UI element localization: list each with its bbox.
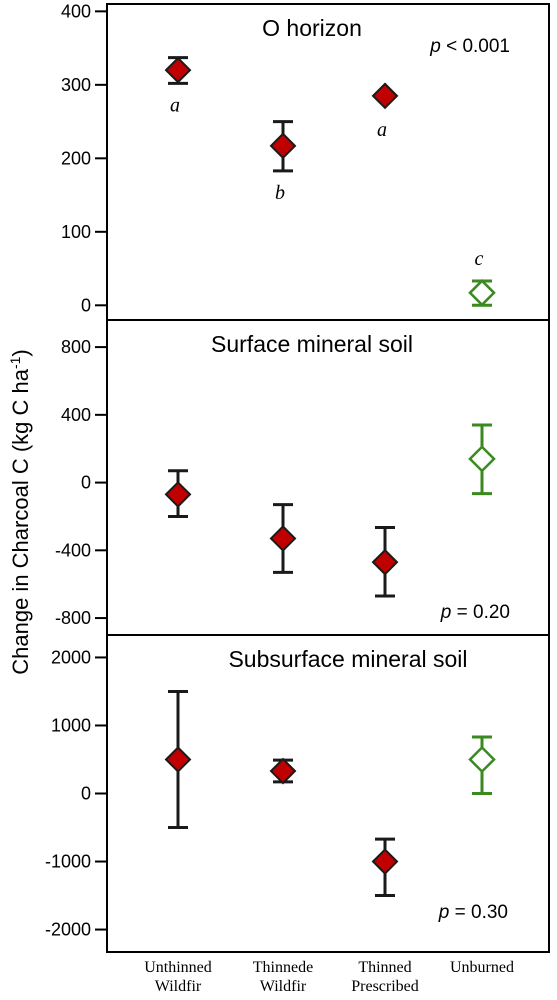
significance-letter: a	[377, 119, 387, 141]
y-tick-label: 1000	[51, 715, 91, 735]
x-category-line: Unthinned	[144, 959, 212, 976]
x-category-line: Unburned	[450, 959, 514, 976]
data-point-4	[468, 423, 496, 496]
y-tick-label: -800	[55, 608, 91, 628]
y-tick-label: 2000	[51, 647, 91, 667]
y-axis-label-close: )	[8, 349, 33, 356]
panel-title: O horizon	[262, 15, 362, 41]
open-diamond-marker	[468, 445, 496, 473]
p-text: = 0.30	[449, 902, 508, 923]
filled-diamond-marker	[371, 82, 399, 110]
data-point-2: b	[269, 120, 297, 204]
filled-diamond-marker	[164, 746, 192, 773]
y-tick-label: -1000	[45, 852, 91, 872]
filled-diamond-marker	[164, 481, 192, 508]
y-tick-label: 300	[61, 75, 91, 95]
x-category-line: Prescribed	[351, 978, 419, 995]
data-point-1	[164, 469, 192, 518]
x-category-line: Thinnede	[253, 959, 313, 976]
data-point-4	[468, 735, 496, 795]
x-category-line: Wildfir	[260, 978, 307, 995]
x-category-label: Thinned Prescribed	[351, 959, 419, 995]
y-tick-label: 800	[61, 337, 91, 357]
open-diamond-marker	[468, 279, 496, 307]
data-point-3	[371, 837, 399, 898]
x-category-label: Unthinned Wildfir	[144, 959, 212, 995]
p-value: p < 0.001	[429, 36, 510, 57]
open-diamond-marker	[468, 745, 496, 774]
filled-diamond-marker	[269, 132, 297, 160]
y-tick-label: 400	[61, 1, 91, 21]
significance-letter: c	[475, 248, 484, 270]
p-symbol: p	[429, 36, 441, 57]
panel-title: Subsurface mineral soil	[228, 646, 467, 672]
data-point-3	[371, 525, 399, 598]
y-tick-label: 200	[61, 148, 91, 168]
y-tick-label: 400	[61, 405, 91, 425]
x-category-line: Thinned	[358, 959, 411, 976]
filled-diamond-marker	[269, 525, 297, 552]
significance-letter: b	[275, 182, 285, 204]
panel-3: -2000 -1000 0 1000 2000 Subsurface mineral so…	[45, 634, 550, 953]
p-symbol: p	[438, 902, 450, 923]
filled-diamond-marker	[371, 548, 399, 576]
y-tick-label: 100	[61, 222, 91, 242]
x-category-label: Thinnede Wildfir	[253, 959, 313, 995]
y-tick-label: 0	[81, 784, 91, 804]
data-point-2	[269, 503, 297, 574]
p-symbol: p	[440, 602, 452, 623]
y-axis-label-main: Change in Charcoal C (kg C ha	[8, 368, 33, 674]
data-point-1: a	[164, 56, 192, 116]
y-tick-label: 0	[81, 473, 91, 493]
y-tick-label: -400	[55, 540, 91, 560]
data-point-4: c	[468, 248, 496, 307]
y-tick-label: 0	[81, 295, 91, 315]
data-point-3: a	[371, 82, 399, 141]
significance-letter: a	[170, 94, 180, 116]
data-point-2	[269, 757, 297, 785]
filled-diamond-marker	[371, 848, 399, 875]
y-tick-label: -2000	[45, 920, 91, 940]
panel-1: 0 100 200 300 400 O horizon p < 0.001 a b a c	[61, 1, 550, 321]
y-axis-label: Change in Charcoal C (kg C ha-1)	[7, 349, 33, 675]
p-value: p = 0.30	[438, 902, 508, 923]
data-point-1	[164, 689, 192, 830]
filled-diamond-marker	[269, 757, 297, 785]
panel-title: Surface mineral soil	[211, 331, 413, 357]
filled-diamond-marker	[164, 56, 192, 84]
p-value: p = 0.20	[440, 602, 510, 623]
x-category-label: Unburned	[450, 959, 514, 976]
y-axis-label-sup: -1	[7, 356, 23, 369]
panel-2: -800 -400 0 400 800 Surface mineral soil p = 0…	[55, 319, 550, 636]
x-category-line: Wildfir	[155, 978, 202, 995]
p-text: < 0.001	[441, 36, 510, 57]
p-text: = 0.20	[451, 602, 510, 623]
